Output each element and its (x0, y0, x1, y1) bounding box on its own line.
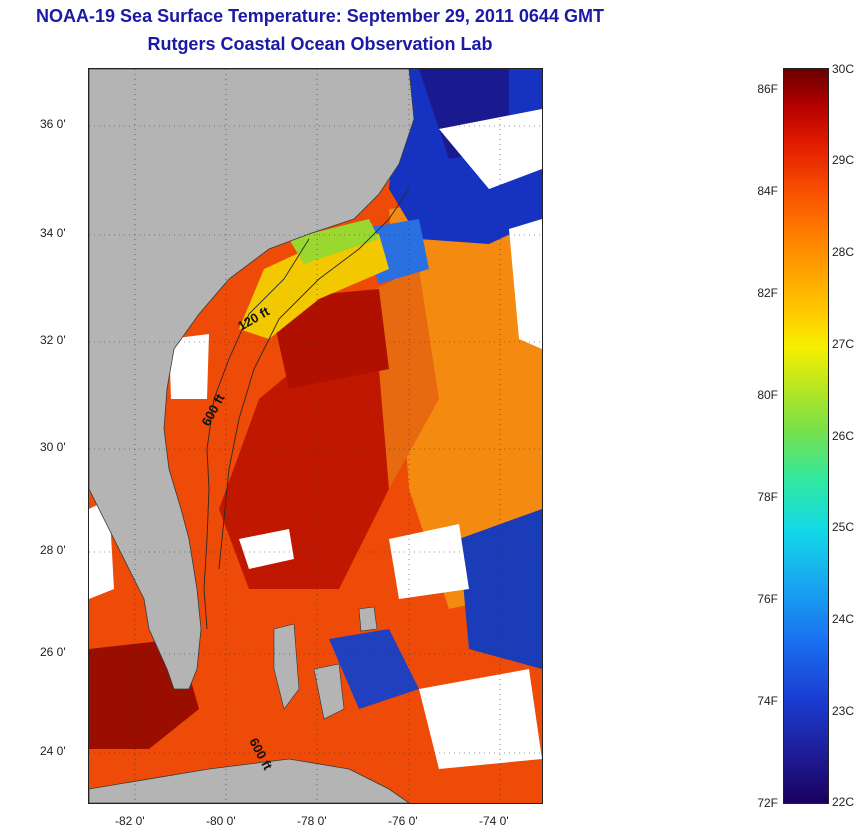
colorbar-f-label: 80F (757, 388, 778, 402)
colorbar-f-label: 84F (757, 184, 778, 198)
map-graticule (89, 69, 542, 803)
cuba-land (89, 758, 410, 803)
colorbar-c-label: 23C (832, 704, 855, 718)
colorbar-c-label: 28C (832, 245, 855, 259)
colorbar-c-label: 24C (832, 612, 855, 626)
colorbar-f-label: 72F (757, 796, 778, 810)
colorbar-f-label: 78F (757, 490, 778, 504)
lon-label: -82 0' (115, 814, 145, 828)
lat-label: 36 0' (40, 117, 66, 131)
cool-sst-region (329, 629, 419, 709)
colorbar-f-label: 74F (757, 694, 778, 708)
depth-contour (218, 188, 410, 570)
lat-label: 26 0' (40, 645, 66, 659)
colorbar-c-label: 30C (832, 62, 855, 76)
lon-label: -78 0' (297, 814, 327, 828)
bahamas-island (273, 623, 300, 710)
colorbar-c-label: 22C (832, 795, 855, 809)
colorbar-c-label: 26C (832, 429, 855, 443)
cloud-mask (439, 109, 542, 189)
cloud-mask (419, 669, 542, 769)
colorbar-f-label: 82F (757, 286, 778, 300)
colorbar-c-label: 29C (832, 153, 855, 167)
cloud-mask (239, 529, 294, 569)
cloud-mask (169, 334, 209, 399)
cloud-mask (389, 524, 469, 599)
sst-map-canvas: 120 ft 600 ft 600 ft (89, 69, 542, 803)
lat-label: 34 0' (40, 226, 66, 240)
hot-sst-region (219, 349, 389, 589)
bahamas-island (358, 606, 378, 632)
land-mass (89, 69, 415, 690)
lat-label: 32 0' (40, 333, 66, 347)
colorbar-f-label: 76F (757, 592, 778, 606)
orange-sst-region (389, 189, 542, 609)
lat-label: 24 0' (40, 744, 66, 758)
coastal-sst-band (239, 234, 389, 339)
lon-label: -76 0' (388, 814, 418, 828)
lon-label: -74 0' (479, 814, 509, 828)
colorbar-c-label: 27C (832, 337, 855, 351)
lon-label: -80 0' (206, 814, 236, 828)
depth-contour (203, 238, 310, 630)
lat-label: 28 0' (40, 543, 66, 557)
cool-sst-region (459, 509, 542, 669)
coastal-sst-band (289, 219, 379, 264)
cloud-mask (509, 219, 542, 349)
colorbar-c-label: 25C (832, 520, 855, 534)
temperature-colorbar (783, 68, 829, 804)
map-subtitle: Rutgers Coastal Ocean Observation Lab (147, 34, 493, 54)
map-title: NOAA-19 Sea Surface Temperature: Septemb… (36, 6, 604, 26)
colorbar-f-label: 86F (757, 82, 778, 96)
sst-map[interactable]: 120 ft 600 ft 600 ft (88, 68, 543, 804)
bahamas-island (313, 663, 345, 720)
lat-label: 30 0' (40, 440, 66, 454)
